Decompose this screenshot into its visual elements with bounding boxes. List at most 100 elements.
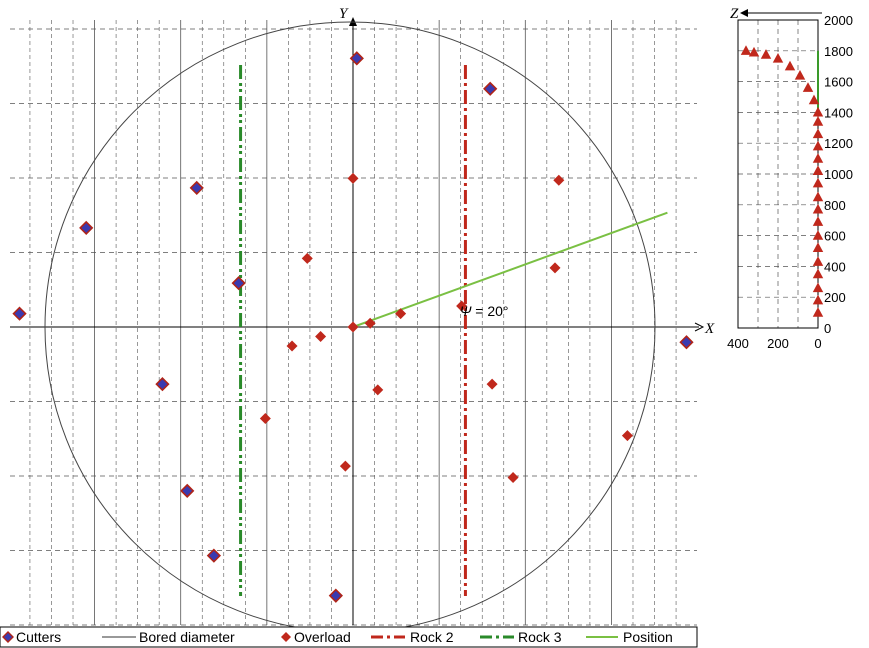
side-y-tick: 1800 [824,44,853,59]
legend-label-cutters: Cutters [16,629,61,645]
legend-label-rock-2: Rock 2 [410,629,454,645]
side-overload-point [802,82,814,92]
overload-point [301,252,313,264]
side-overload-point [740,45,752,55]
side-y-tick: 1600 [824,75,853,90]
overload-point [486,378,498,390]
side-overload-point [760,49,772,59]
side-overload-point [812,216,824,226]
side-overload-point [812,165,824,176]
cutter-point [206,548,222,563]
side-overload-point [812,177,824,188]
side-x-tick: 400 [727,336,749,351]
legend-item-overload: Overload [281,629,351,645]
main-axes [10,17,705,625]
y-arrow-icon [349,17,357,26]
position-line [352,211,668,328]
side-overload-point [812,191,824,202]
side-y-tick: 1400 [824,105,853,120]
overload-point [372,384,384,396]
cutter-point [231,276,246,291]
cutter-point [12,306,27,321]
legend-item-rock-2: Rock 2 [371,629,454,645]
overload-point [553,174,565,186]
side-overload-point [812,153,824,163]
side-x-tick: 0 [814,336,821,351]
side-x-tick-labels: 400 200 0 [727,336,821,351]
legend-label-bored-diameter: Bored diameter [139,629,235,645]
overload-point [347,321,359,333]
side-y-tick-labels: 0 200 400 600 800 1000 1200 1400 1600 1800 2000 [824,13,853,336]
cutter-point [679,335,694,350]
side-y-tick: 200 [824,290,846,305]
side-overload-point [812,282,824,293]
legend-item-position: Position [586,629,673,645]
overload-point [339,460,351,472]
overload-marker-icon [281,632,291,642]
side-y-tick: 1000 [824,167,853,182]
main-points [12,51,694,603]
side-overload-point [784,60,796,71]
side-x-tick: 200 [767,336,789,351]
side-points [740,45,824,317]
legend-item-rock-3: Rock 3 [480,629,562,645]
legend-item-bored-diameter: Bored diameter [102,629,235,645]
legend: Cutters Bored diameter Overload Rock 2 R… [0,626,698,648]
side-overload-point [812,106,824,117]
overload-point [395,308,407,320]
side-overload-point [812,140,824,151]
overload-point [286,340,298,352]
side-y-tick: 0 [824,321,831,336]
overload-point [507,472,519,484]
overload-point [315,331,327,343]
side-overload-point [812,307,824,317]
side-y-tick: 800 [824,198,846,213]
main-plot: X Y Ψ = 20° [10,6,715,633]
side-y-tick: 600 [824,229,846,244]
z-arrowhead-icon [740,9,748,17]
legend-box [0,626,698,648]
side-overload-point [812,268,824,279]
side-overload-point [812,128,824,139]
legend-label-rock-3: Rock 3 [518,629,562,645]
cutter-point [189,180,204,196]
overload-point [621,430,633,442]
side-overload-point [812,230,824,240]
x-axis-label: X [704,321,715,337]
legend-item-cutters: Cutters [2,629,61,645]
cutter-point [180,483,195,499]
side-overload-point [812,203,824,214]
side-y-tick: 400 [824,259,846,274]
psi-symbol: Ψ [460,303,472,319]
cutter-point [155,377,170,392]
cutter-point [349,51,364,66]
overload-point [347,172,359,184]
x-arrow-icon [694,322,705,332]
psi-annotation: Ψ = 20° [460,303,509,319]
side-overload-point [812,294,824,305]
side-overload-point [772,53,784,63]
overload-point [259,412,271,424]
cutter-point [79,220,94,236]
side-overload-point [812,116,824,126]
side-overload-point [794,69,806,80]
cutters-marker-icon [2,631,14,643]
side-overload-point [812,256,824,266]
overload-point [364,317,376,329]
side-overload-point [808,94,820,105]
legend-label-overload: Overload [294,629,351,645]
legend-label-position: Position [623,629,673,645]
psi-value: = 20° [471,303,508,319]
side-overload-point [812,242,824,253]
cutter-point [483,81,498,96]
y-axis-label: Y [339,6,349,22]
overload-point [549,262,561,274]
overload-point [456,300,468,312]
side-y-tick: 1200 [824,136,853,151]
side-grid [738,20,818,328]
z-axis-label: Z [730,6,739,22]
side-y-tick: 2000 [824,13,853,28]
side-overload-point [748,46,760,57]
